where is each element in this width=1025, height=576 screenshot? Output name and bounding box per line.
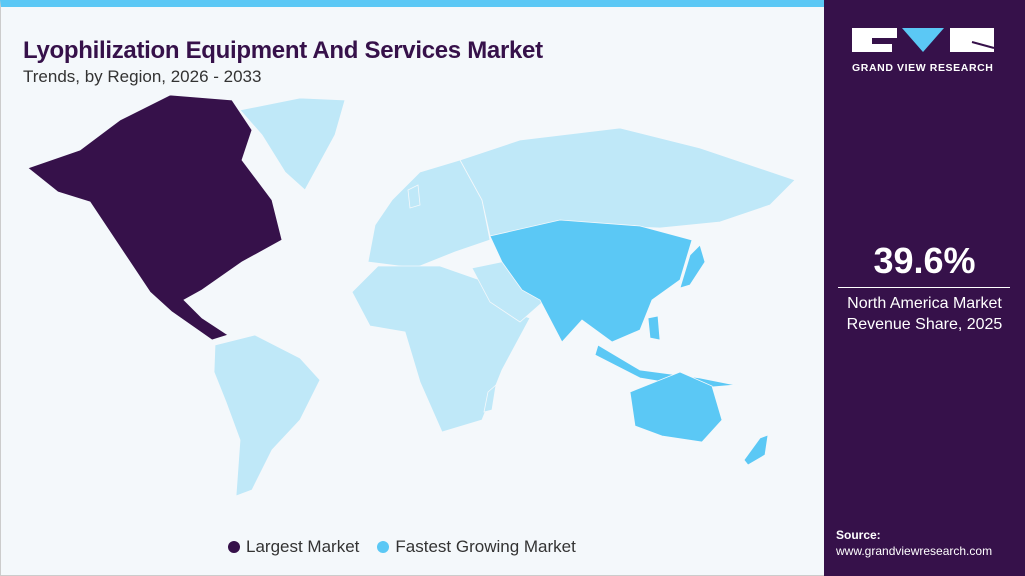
source-link[interactable]: www.grandviewresearch.com [836,544,993,558]
legend-item-largest: Largest Market [228,537,359,557]
page-title: Lyophilization Equipment And Services Ma… [23,37,543,64]
divider [838,287,1010,288]
legend-label: Largest Market [246,537,360,556]
legend-label: Fastest Growing Market [395,537,576,556]
region-australia [629,371,723,443]
region-madagascar [483,383,497,413]
brand-name: GRAND VIEW RESEARCH [852,62,994,74]
region-south-america [213,334,321,497]
stat-value: 39.6% [873,240,976,281]
sidebar: GRAND VIEW RESEARCH 39.6% North America … [824,0,1025,576]
world-map [27,94,796,497]
stat-label-line1: North America Market [847,295,1002,312]
legend-dot-icon [228,541,240,553]
region-greenland [239,97,346,191]
gvr-logo-icon [852,28,995,52]
region-russia [459,127,796,237]
stat-label: North America Market Revenue Share, 2025 [824,293,1025,335]
legend-dot-icon [377,541,390,553]
region-north-america [27,94,283,341]
region-uk [407,184,421,209]
source: Source: www.grandviewresearch.com [836,527,992,559]
legend: Largest Market Fastest Growing Market [228,537,576,557]
region-africa [351,265,531,433]
region-new-zealand [743,434,769,466]
page-subtitle: Trends, by Region, 2026 - 2033 [23,67,262,86]
region-japan [679,244,706,289]
region-philippines [647,315,661,341]
source-label: Source: [836,528,881,542]
stat-label-line2: Revenue Share, 2025 [846,316,1003,333]
region-asia-mainland [489,219,693,343]
legend-item-fastest: Fastest Growing Market [377,537,576,557]
